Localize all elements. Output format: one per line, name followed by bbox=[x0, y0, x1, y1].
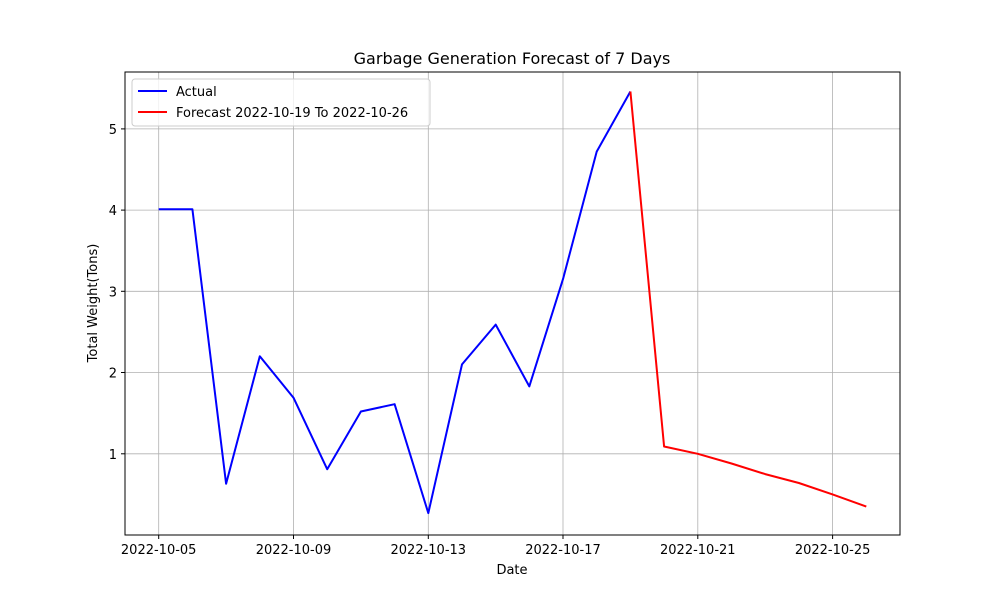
series-layer bbox=[158, 91, 867, 515]
y-axis-label: Total Weight(Tons) bbox=[86, 244, 101, 364]
x-tick-label: 2022-10-17 bbox=[525, 543, 601, 558]
series-line-0 bbox=[158, 91, 632, 515]
legend: Actual Forecast 2022-10-19 To 2022-10-26 bbox=[131, 78, 431, 127]
x-tick-label: 2022-10-09 bbox=[256, 543, 332, 558]
y-tick-label: 2 bbox=[109, 367, 117, 382]
plot-area bbox=[125, 72, 900, 535]
series-line-1 bbox=[629, 91, 867, 508]
grid-layer bbox=[125, 72, 900, 535]
plot-frame bbox=[124, 71, 901, 536]
y-tick-label: 5 bbox=[109, 123, 117, 138]
x-axis-label: Date bbox=[496, 563, 527, 578]
legend-label-actual: Actual bbox=[176, 85, 217, 100]
tick-layer: 2022-10-05 2022-10-09 2022-10-13 2022-10-17… bbox=[109, 123, 871, 558]
x-tick-label: 2022-10-05 bbox=[121, 543, 197, 558]
x-tick-label: 2022-10-25 bbox=[795, 543, 871, 558]
legend-box bbox=[131, 78, 431, 127]
x-tick-label: 2022-10-21 bbox=[660, 543, 736, 558]
y-tick-label: 4 bbox=[109, 204, 117, 219]
x-tick-label: 2022-10-13 bbox=[391, 543, 467, 558]
y-tick-label: 1 bbox=[109, 448, 117, 463]
y-tick-label: 3 bbox=[109, 285, 117, 300]
chart-title: Garbage Generation Forecast of 7 Days bbox=[354, 49, 671, 68]
legend-label-forecast: Forecast 2022-10-19 To 2022-10-26 bbox=[176, 106, 408, 121]
